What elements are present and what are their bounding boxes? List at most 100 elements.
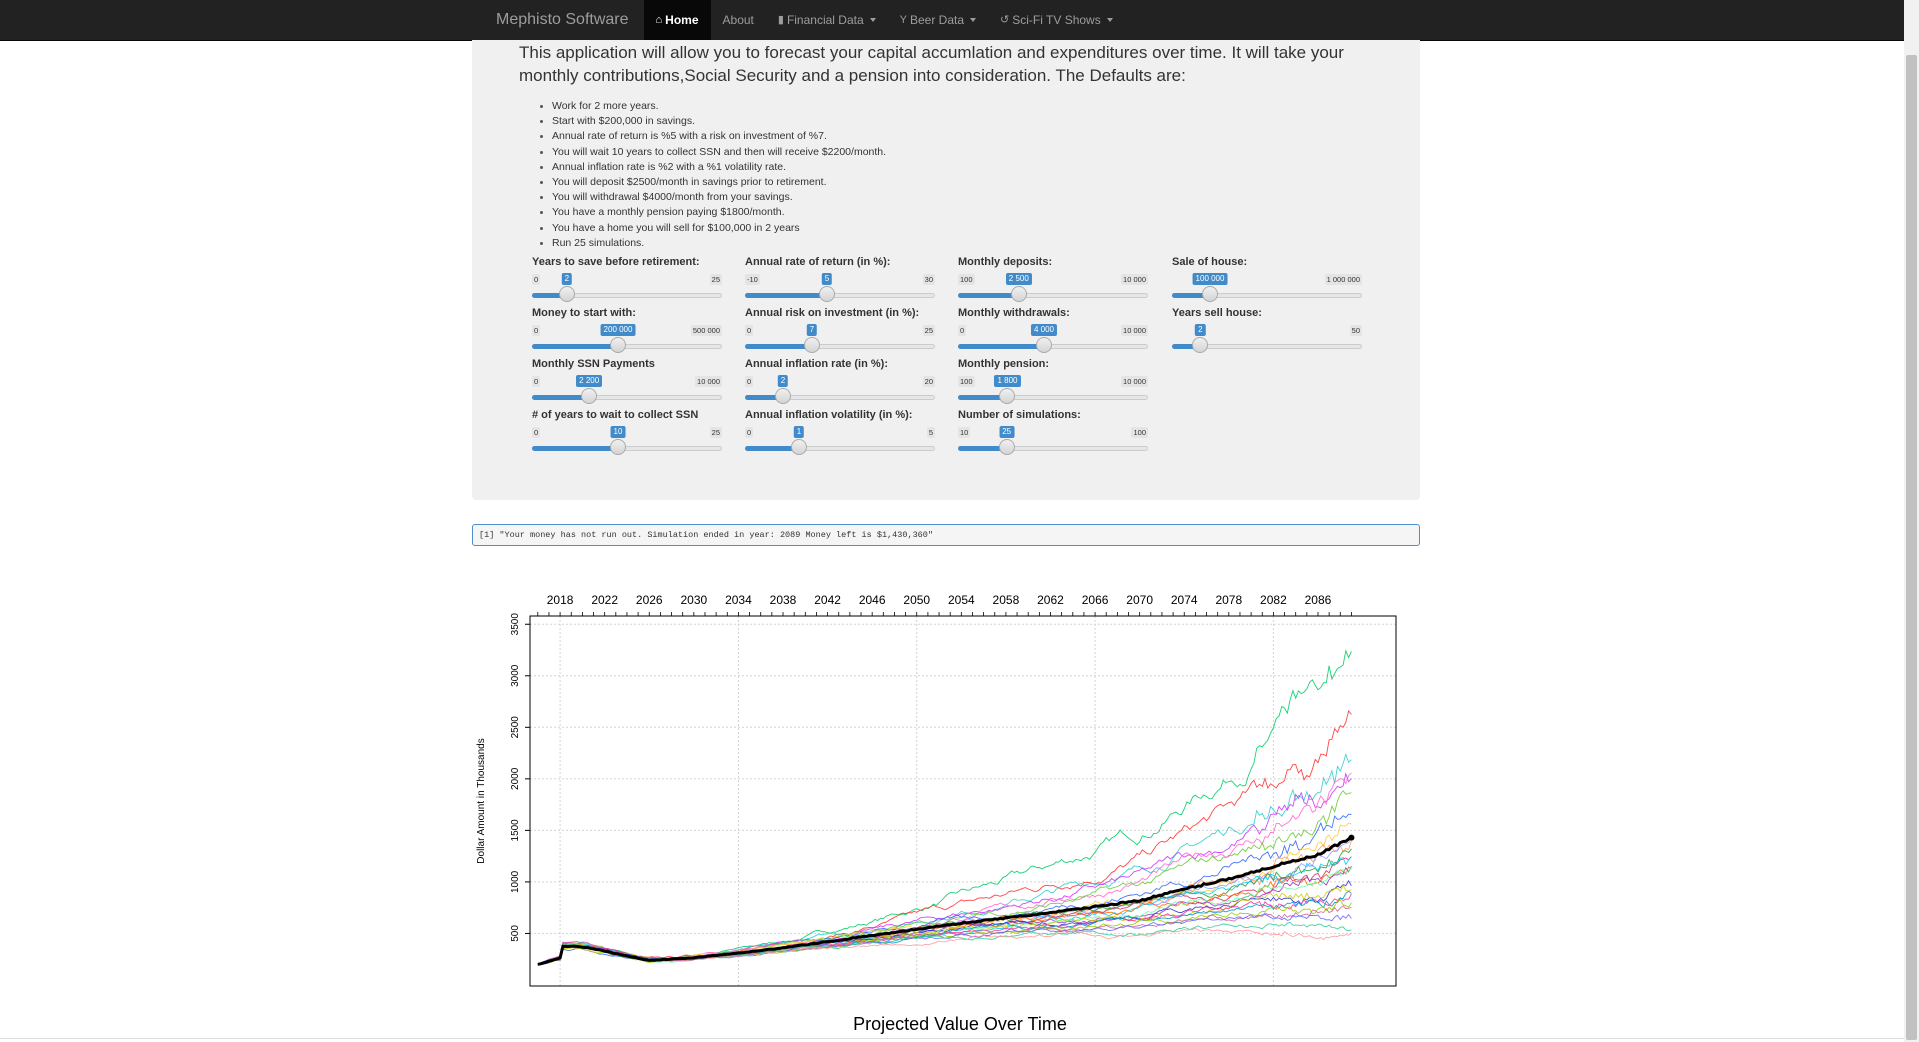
y-tick-label: 1500 bbox=[510, 819, 521, 842]
slider-label: Annual inflation rate (in %): bbox=[745, 358, 888, 370]
slider-handle[interactable] bbox=[819, 286, 835, 302]
slider-monthly-pension[interactable]: Monthly pension: 100 10 000 1 800 bbox=[958, 358, 1148, 408]
slider-value-label: 2 bbox=[561, 273, 573, 285]
slider-max-label: 10 000 bbox=[1121, 376, 1148, 387]
slider-value-label: 2 200 bbox=[576, 375, 603, 387]
slider-fill bbox=[745, 293, 827, 298]
x-tick-label: 2022 bbox=[591, 593, 618, 607]
x-tick-label: 2058 bbox=[993, 593, 1020, 607]
slider-min-label: 0 bbox=[532, 376, 541, 387]
slider-label: # of years to wait to collect SSN bbox=[532, 409, 699, 421]
slider-years-sell-house[interactable]: Years sell house: 50 2 bbox=[1172, 307, 1362, 357]
slider-fill bbox=[958, 395, 1008, 400]
slider-fill bbox=[958, 344, 1044, 349]
caret-down-icon bbox=[970, 18, 977, 22]
nav-home[interactable]: ⌂ Home bbox=[643, 0, 711, 40]
slider-value-label: 1 bbox=[793, 426, 805, 438]
defaults-list-item: You will wait 10 years to collect SSN an… bbox=[539, 145, 886, 160]
slider-handle[interactable] bbox=[558, 286, 575, 302]
slider-label: Annual risk on investment (in %): bbox=[745, 307, 920, 319]
slider-monthly-withdrawals[interactable]: Monthly withdrawals: 0 10 000 4 000 bbox=[958, 307, 1148, 357]
slider-fill bbox=[745, 344, 812, 349]
y-tick-label: 2500 bbox=[510, 716, 521, 739]
nav-about[interactable]: About bbox=[711, 0, 766, 40]
refresh-icon: ↺ bbox=[1000, 13, 1010, 26]
slider-max-label: 25 bbox=[709, 274, 722, 285]
slider-max-label: 5 bbox=[926, 427, 935, 438]
nav-about-label: About bbox=[722, 13, 754, 27]
slider-max-label: 10 000 bbox=[1121, 325, 1148, 336]
slider-years-wait-ssn[interactable]: # of years to wait to collect SSN 0 25 10 bbox=[532, 409, 722, 459]
slider-inflation-volatility[interactable]: Annual inflation volatility (in %): 0 5 1 bbox=[745, 409, 935, 459]
y-tick-label: 500 bbox=[510, 925, 521, 942]
slider-handle[interactable] bbox=[1010, 286, 1027, 302]
slider-annual-return[interactable]: Annual rate of return (in %): -10 30 5 bbox=[745, 256, 935, 306]
slider-fill bbox=[532, 344, 618, 349]
nav-beer-data[interactable]: Y Beer Data bbox=[888, 0, 988, 40]
plot-frame bbox=[529, 615, 1397, 987]
slider-handle[interactable] bbox=[999, 388, 1016, 404]
slider-max-label: 50 bbox=[1349, 325, 1362, 336]
slider-money-to-start[interactable]: Money to start with: 0 500 000 200 000 bbox=[532, 307, 722, 357]
slider-fill bbox=[958, 446, 1007, 451]
slider-handle[interactable] bbox=[791, 439, 807, 455]
slider-max-label: 500 000 bbox=[690, 325, 722, 336]
x-tick-label: 2070 bbox=[1126, 593, 1153, 607]
defaults-list-item: Annual rate of return is %5 with a risk … bbox=[539, 129, 886, 144]
slider-inflation-rate[interactable]: Annual inflation rate (in %): 0 20 2 bbox=[745, 358, 935, 408]
slider-label: Sale of house: bbox=[1172, 256, 1248, 268]
nav-scifi-tv-shows[interactable]: ↺ Sci-Fi TV Shows bbox=[988, 0, 1125, 40]
slider-min-label: 0 bbox=[532, 274, 541, 285]
slider-max-label: 30 bbox=[922, 274, 935, 285]
nav-scifi-label: Sci-Fi TV Shows bbox=[1012, 13, 1101, 27]
y-tick-label: 2000 bbox=[510, 767, 521, 790]
chart-title: Projected Value Over Time bbox=[853, 1014, 1067, 1034]
slider-value-label: 200 000 bbox=[600, 324, 636, 336]
slider-number-of-simulations[interactable]: Number of simulations: 10 100 25 bbox=[958, 409, 1148, 459]
slider-handle[interactable] bbox=[775, 388, 791, 404]
simulation-series-line bbox=[537, 709, 1352, 966]
slider-min-label: 0 bbox=[745, 376, 754, 387]
slider-value-label: 10 bbox=[610, 426, 626, 438]
slider-max-label: 25 bbox=[922, 325, 935, 336]
slider-annual-risk[interactable]: Annual risk on investment (in %): 0 25 7 bbox=[745, 307, 935, 357]
slider-handle[interactable] bbox=[998, 439, 1015, 455]
simulation-series-line bbox=[537, 867, 1352, 965]
slider-label: Years sell house: bbox=[1172, 307, 1262, 319]
defaults-list-item: You have a home you will sell for $100,0… bbox=[539, 221, 886, 236]
slider-years-to-save[interactable]: Years to save before retirement: 0 25 2 bbox=[532, 256, 722, 306]
settings-panel bbox=[472, 40, 1420, 500]
page-bottom-divider bbox=[0, 1038, 1904, 1039]
slider-max-label: 20 bbox=[922, 376, 935, 387]
slider-fill bbox=[532, 446, 618, 451]
projection-chart: 2018 2022 2026 2030 2034 2038 2042 2046 2050 2054… bbox=[476, 593, 1397, 987]
intro-text: This application will allow you to forec… bbox=[519, 43, 1344, 85]
slider-monthly-ssn[interactable]: Monthly SSN Payments 0 10 000 2 200 bbox=[532, 358, 722, 408]
nav-financial-data[interactable]: ▮ Financial Data bbox=[766, 0, 888, 40]
slider-handle[interactable] bbox=[1192, 337, 1209, 353]
x-tick-label: 2074 bbox=[1171, 593, 1198, 607]
nav-financial-data-label: Financial Data bbox=[786, 13, 864, 27]
nav-container: Mephisto Software ⌂ Home About ▮ Financi… bbox=[481, 0, 1125, 40]
defaults-list-item: You will deposit $2500/month in savings … bbox=[539, 175, 886, 190]
defaults-list-item: Start with $200,000 in savings. bbox=[539, 114, 886, 129]
slider-handle[interactable] bbox=[610, 337, 626, 353]
slider-handle[interactable] bbox=[581, 388, 598, 404]
slider-handle[interactable] bbox=[1202, 286, 1218, 302]
slider-label: Money to start with: bbox=[532, 307, 636, 319]
brand-link[interactable]: Mephisto Software bbox=[496, 11, 629, 28]
x-tick-label: 2082 bbox=[1260, 593, 1287, 607]
slider-handle[interactable] bbox=[610, 439, 626, 455]
slider-handle[interactable] bbox=[1036, 337, 1052, 353]
plot-background bbox=[530, 616, 1396, 986]
slider-label: Monthly withdrawals: bbox=[958, 307, 1070, 319]
caret-down-icon bbox=[1106, 18, 1113, 22]
slider-sale-of-house[interactable]: Sale of house: 1 000 000 100 000 bbox=[1172, 256, 1362, 306]
slider-fill bbox=[745, 446, 799, 451]
x-tick-label: 2046 bbox=[859, 593, 886, 607]
slider-handle[interactable] bbox=[803, 337, 820, 353]
slider-label: Monthly SSN Payments bbox=[532, 358, 655, 370]
page-scrollbar-thumb[interactable] bbox=[1906, 55, 1917, 1040]
slider-label: Annual inflation volatility (in %): bbox=[745, 409, 913, 421]
slider-monthly-deposits[interactable]: Monthly deposits: 100 10 000 2 500 bbox=[958, 256, 1148, 306]
